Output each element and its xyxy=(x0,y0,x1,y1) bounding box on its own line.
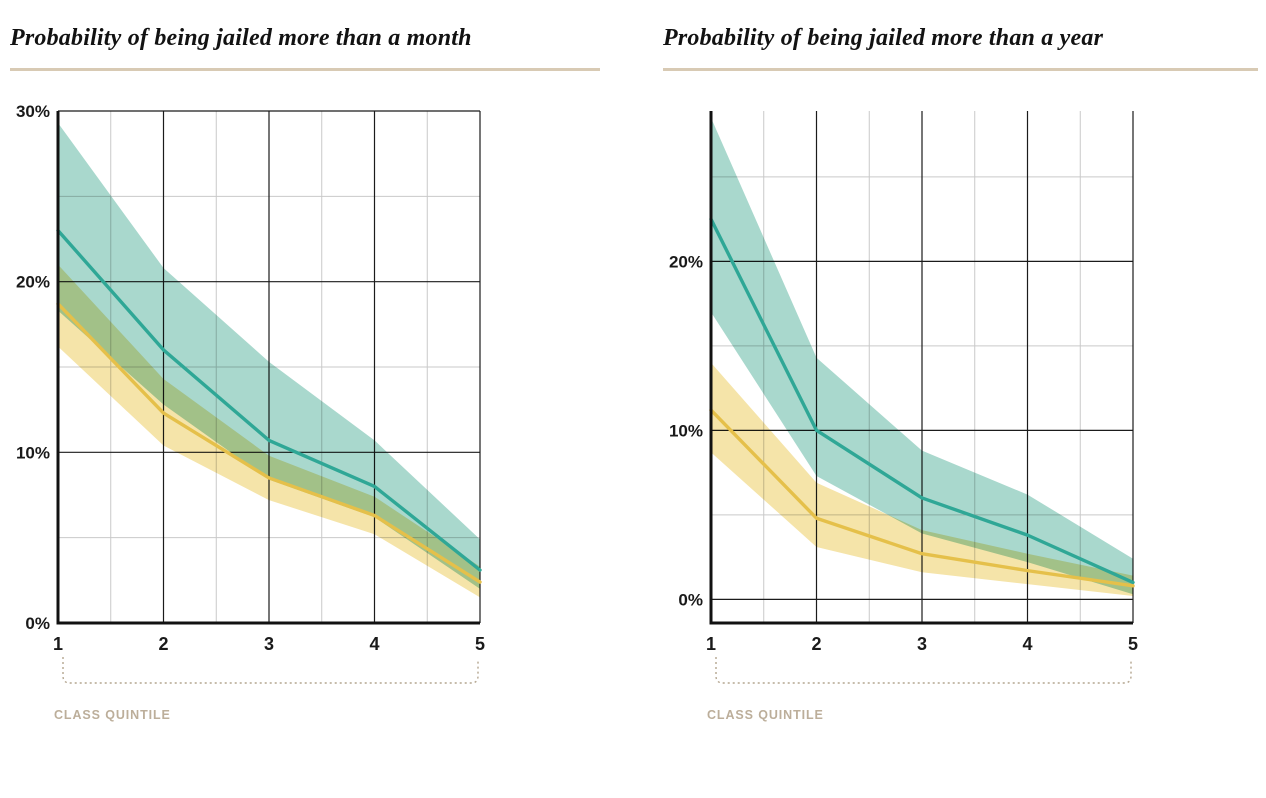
quintile-bracket xyxy=(715,656,1132,684)
x-axis-title: CLASS QUINTILE xyxy=(707,708,824,722)
y-tick-label: 10% xyxy=(669,421,703,440)
confidence-bands xyxy=(711,117,1133,596)
x-tick-label: 4 xyxy=(369,634,379,654)
trend-line-teal xyxy=(709,217,1135,584)
x-tick-label: 3 xyxy=(917,634,927,654)
x-axis-labels: 1 2 3 4 5 xyxy=(53,634,485,654)
trend-line-teal xyxy=(56,228,482,572)
year-chart: 0% 10% 20% 1 2 3 4 5 CLASS QUINTILE xyxy=(669,110,1138,722)
x-tick-label: 5 xyxy=(475,634,485,654)
quintile-bracket xyxy=(62,656,479,684)
x-tick-label: 3 xyxy=(264,634,274,654)
axes xyxy=(56,110,480,625)
y-tick-label: 20% xyxy=(669,252,703,271)
x-tick-label: 1 xyxy=(53,634,63,654)
trend-line-gold xyxy=(709,408,1135,588)
x-tick-label: 2 xyxy=(811,634,821,654)
y-axis-labels: 0% 10% 20% xyxy=(669,252,703,609)
x-axis-bracket: CLASS QUINTILE xyxy=(54,656,479,722)
month-chart-title: Probability of being jailed more than a … xyxy=(10,14,600,71)
y-tick-label: 30% xyxy=(16,102,50,121)
year-chart-panel: Probability of being jailed more than a … xyxy=(663,14,1258,741)
trend-line-gold xyxy=(56,301,482,584)
x-tick-label: 2 xyxy=(158,634,168,654)
x-tick-label: 5 xyxy=(1128,634,1138,654)
x-tick-label: 4 xyxy=(1022,634,1032,654)
y-tick-label: 0% xyxy=(25,614,50,633)
y-tick-label: 10% xyxy=(16,443,50,462)
y-tick-label: 0% xyxy=(678,590,703,609)
trend-lines xyxy=(709,217,1135,588)
month-chart: 0% 10% 20% 30% 1 2 3 4 5 CLASS QUINTILE xyxy=(16,102,485,722)
year-chart-title: Probability of being jailed more than a … xyxy=(663,14,1258,71)
axes xyxy=(709,110,1133,625)
x-axis-labels: 1 2 3 4 5 xyxy=(706,634,1138,654)
confidence-band-teal xyxy=(711,117,1133,595)
trend-lines xyxy=(56,228,482,584)
month-chart-panel: Probability of being jailed more than a … xyxy=(10,14,600,741)
x-axis-bracket: CLASS QUINTILE xyxy=(707,656,1132,722)
y-tick-label: 20% xyxy=(16,272,50,291)
x-tick-label: 1 xyxy=(706,634,716,654)
y-axis-labels: 0% 10% 20% 30% xyxy=(16,102,50,633)
confidence-band-teal xyxy=(58,122,480,589)
x-axis-title: CLASS QUINTILE xyxy=(54,708,171,722)
confidence-band-gold xyxy=(711,362,1133,596)
